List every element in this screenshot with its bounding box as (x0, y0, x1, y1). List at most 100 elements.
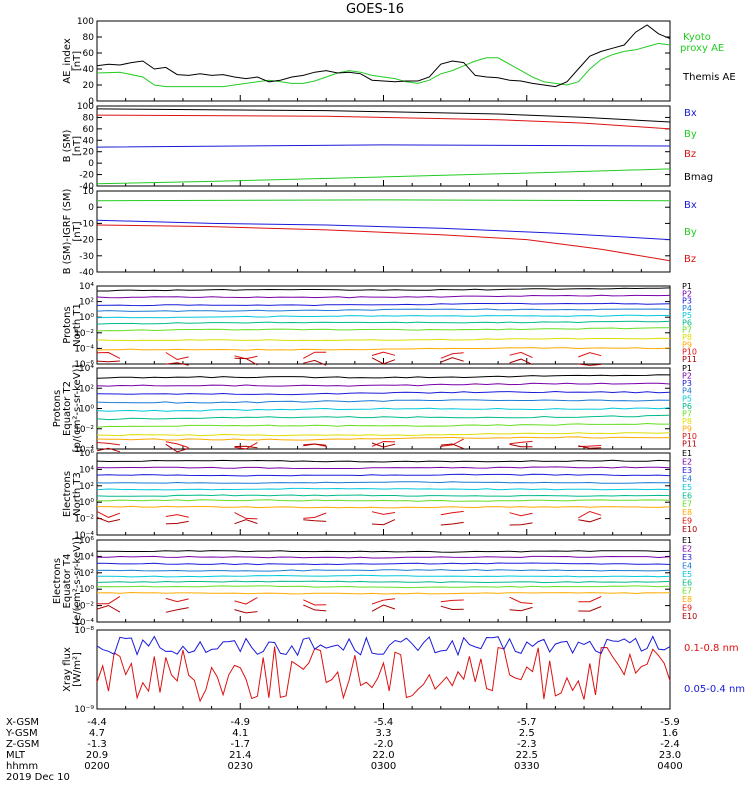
legend-e9: E9 (682, 517, 692, 526)
legend-e3: E3 (682, 553, 692, 562)
series-segment-e9 (371, 511, 396, 515)
series-line-e3 (96, 562, 671, 566)
series-line-p6 (96, 414, 671, 421)
legend-p11: P11 (682, 440, 697, 449)
ytick-label: -20 (79, 236, 94, 246)
legend-p9: P9 (682, 425, 692, 434)
series-segment-e9 (578, 510, 602, 519)
series-line-e7 (96, 499, 671, 502)
ytick-label: 10⁻⁶ (74, 360, 94, 370)
legend-kyoto: Kyoto (683, 32, 711, 43)
x-row-value: 0230 (228, 761, 253, 772)
series-line-p2 (96, 294, 671, 299)
y-axis-label: North T3 (72, 472, 83, 516)
series-segment-e9 (165, 597, 189, 603)
series-line-e2 (96, 466, 671, 470)
x-row-value: -1.3 (87, 739, 107, 750)
legend-p4: P4 (682, 387, 692, 396)
series-segment-p11 (234, 357, 258, 366)
legend-e4: E4 (682, 561, 692, 570)
series-line-e2 (96, 555, 671, 559)
x-row-value: 0300 (371, 761, 396, 772)
ytick-label: -40 (79, 182, 94, 192)
series-segment-e9 (96, 510, 121, 518)
ytick-label: 10⁶ (79, 536, 94, 546)
ytick-label: 10⁴ (79, 364, 94, 374)
series-segment-p11 (509, 443, 533, 448)
legend-e6: E6 (682, 578, 692, 587)
series-segment-e10 (371, 604, 396, 612)
legend-xray-long: 0.1-0.8 nm (684, 643, 739, 654)
legend-e8: E8 (682, 508, 692, 517)
series-line-p6 (96, 320, 671, 325)
series-segment-e10 (165, 607, 189, 613)
series-segment-e10 (96, 516, 121, 523)
ytick-label: 60 (83, 49, 95, 59)
x-row-label-mlt: MLT (6, 750, 26, 761)
series-segment-p11 (440, 357, 464, 363)
legend-p11: P11 (682, 355, 697, 364)
x-row-value: 22.5 (516, 750, 538, 761)
series-line-xray-short (96, 635, 671, 657)
series-line-p5 (96, 407, 671, 412)
x-row-value: -2.3 (517, 739, 537, 750)
ytick-label: 10⁻⁴ (74, 618, 94, 628)
series-line-e7 (96, 585, 671, 589)
legend-p3: P3 (682, 297, 692, 306)
series-segment-p11 (165, 362, 189, 366)
legend-digrf-by: By (684, 227, 697, 238)
series-segment-e10 (509, 522, 533, 526)
legend-e7: E7 (682, 587, 692, 596)
series-line-bx (96, 144, 671, 148)
series-segment-p10 (371, 351, 396, 356)
series-line-p4 (96, 308, 671, 312)
legend-e3: E3 (682, 466, 692, 475)
series-segment-e10 (234, 519, 258, 525)
series-segment-e10 (303, 519, 327, 522)
ytick-label: 10⁻⁴ (74, 531, 94, 541)
legend-bz: Bz (684, 149, 696, 160)
legend-p8: P8 (682, 333, 692, 342)
series-line-p2 (96, 382, 671, 387)
ytick-label: 40 (83, 136, 95, 146)
ytick-label: 10² (79, 384, 94, 394)
chart-title: GOES-16 (345, 2, 404, 17)
y-axis-label: B (SM) (62, 129, 73, 162)
y-axis-label: [nT] (72, 136, 83, 156)
legend-e2: E2 (682, 544, 692, 553)
legend-e7: E7 (682, 500, 692, 509)
y-axis-label: Equator T4 (62, 554, 73, 609)
x-row-value: 0330 (514, 761, 539, 772)
series-segment-e10 (509, 606, 533, 612)
legend-e5: E5 (682, 570, 692, 579)
series-segment-e10 (371, 519, 396, 526)
legend-proxy-ae: proxy AE (680, 43, 724, 54)
legend-p10: P10 (682, 348, 697, 357)
legend-p9: P9 (682, 340, 692, 349)
legend-xray-short: 0.05-0.4 nm (684, 684, 745, 695)
series-segment-e10 (234, 609, 258, 614)
x-row-label-z-gsm: Z-GSM (6, 739, 39, 750)
y-axis-label: [W/m²] (72, 652, 83, 687)
series-line-e8 (97, 505, 671, 509)
legend-e1: E1 (682, 449, 692, 458)
series-segment-p10 (440, 438, 464, 447)
x-row-value: -4.4 (87, 717, 107, 728)
legend-e5: E5 (682, 483, 692, 492)
series-segment-e9 (97, 595, 121, 605)
ytick-label: 10⁴ (79, 552, 94, 562)
series-segment-e9 (371, 598, 396, 605)
x-row-value: -2.0 (374, 739, 394, 750)
y-axis-label: B (SM)-IGRF (SM) (62, 189, 73, 275)
series-line-e6 (96, 580, 671, 584)
series-segment-p11 (96, 360, 120, 363)
series-line-p3 (96, 302, 671, 307)
series-line-e1 (96, 459, 671, 463)
x-row-value: 22.0 (372, 750, 394, 761)
legend-digrf-bz: Bz (684, 254, 696, 265)
ytick-label: 10⁻² (74, 602, 94, 612)
ytick-label: 10⁻⁹ (74, 705, 94, 715)
ytick-label: 10⁴ (79, 282, 94, 292)
legend-p6: P6 (682, 402, 692, 411)
series-segment-e9 (165, 514, 189, 518)
